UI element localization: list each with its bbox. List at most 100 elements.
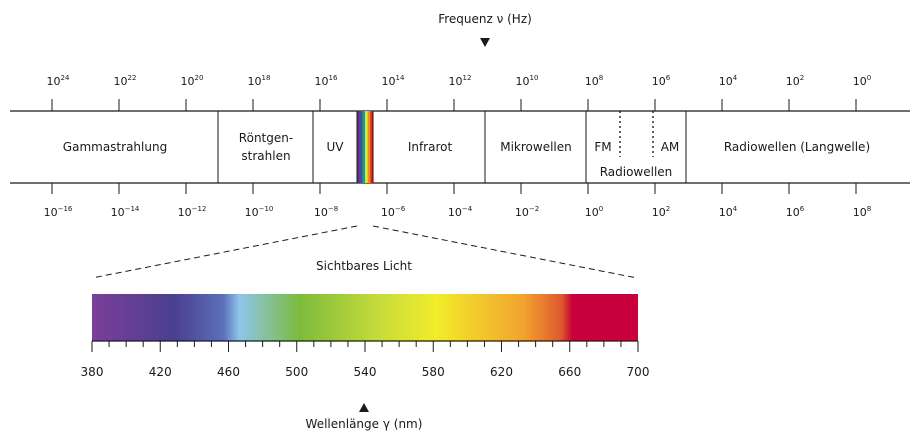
power-base: 10 <box>382 75 396 88</box>
power-exponent: 8 <box>599 74 603 82</box>
band-label-longwave: Radiowellen (Langwelle) <box>724 140 870 154</box>
frequency-tick-label: 1012 <box>449 74 472 88</box>
power-exponent: 10 <box>530 74 539 82</box>
band-label-radio: Radiowellen <box>600 165 673 179</box>
frequency-tick-label: 106 <box>652 74 671 88</box>
frequency-tick-label: 1018 <box>248 74 271 88</box>
power-base: 10 <box>315 75 329 88</box>
frequency-tick-label: 1022 <box>114 74 137 88</box>
power-base: 10 <box>44 206 58 219</box>
power-exponent: −14 <box>125 205 140 213</box>
power-exponent: −4 <box>462 205 473 213</box>
power-base: 10 <box>719 206 733 219</box>
band-label-fm: FM <box>594 140 611 154</box>
power-base: 10 <box>786 206 800 219</box>
power-exponent: 4 <box>733 205 738 213</box>
wavelength-tick-label: 10−2 <box>515 205 539 219</box>
wavelength-tick-label: 10−16 <box>44 205 73 219</box>
power-base: 10 <box>111 206 125 219</box>
power-base: 10 <box>515 206 529 219</box>
rainbow-segment <box>370 111 374 183</box>
zoom-line-left <box>91 225 358 279</box>
power-exponent: 20 <box>195 74 204 82</box>
rainbow-segment <box>367 111 371 183</box>
power-base: 10 <box>448 206 462 219</box>
visible-tick-label: 700 <box>627 365 650 379</box>
frequency-axis-label: Frequenz ν (Hz) <box>438 12 532 26</box>
frequency-tick-label: 108 <box>585 74 603 88</box>
frequency-tick-label: 100 <box>853 74 871 88</box>
power-base: 10 <box>853 206 867 219</box>
frequency-tick-label: 104 <box>719 74 738 88</box>
wavelength-tick-label: 10−12 <box>178 205 207 219</box>
power-base: 10 <box>853 75 867 88</box>
power-exponent: 4 <box>733 74 738 82</box>
frequency-ticks: 1024 1022 1020 1018 1016 1014 1012 1010 108 106 10… <box>47 74 871 111</box>
band-label-xray-2: strahlen <box>241 149 290 163</box>
power-base: 10 <box>516 75 530 88</box>
visible-ticks: 380 420 460 500 540 580 620 660 700 <box>81 341 650 379</box>
visible-tick-label: 620 <box>490 365 513 379</box>
power-exponent: −8 <box>328 205 338 213</box>
wavelength-tick-label: 104 <box>719 205 738 219</box>
power-base: 10 <box>178 206 192 219</box>
power-base: 10 <box>449 75 463 88</box>
power-exponent: 6 <box>800 205 805 213</box>
frequency-tick-label: 1020 <box>181 74 204 88</box>
power-exponent: −2 <box>529 205 539 213</box>
wavelength-tick-label: 100 <box>585 205 603 219</box>
band-label-am: AM <box>661 140 680 154</box>
visible-tick-label: 420 <box>149 365 172 379</box>
wavelength-axis-label: Wellenlänge γ (nm) <box>306 417 423 431</box>
power-exponent: 16 <box>329 74 338 82</box>
power-exponent: 6 <box>666 74 671 82</box>
power-exponent: −10 <box>259 205 274 213</box>
power-exponent: 14 <box>396 74 405 82</box>
wavelength-tick-label: 106 <box>786 205 805 219</box>
power-exponent: 12 <box>463 74 472 82</box>
visible-tick-label: 540 <box>354 365 377 379</box>
power-exponent: −16 <box>58 205 73 213</box>
band-label-xray-1: Röntgen- <box>239 131 293 145</box>
wavelength-tick-label: 10−10 <box>245 205 274 219</box>
rainbow-segment <box>359 111 363 183</box>
band-label-microwaves: Mikrowellen <box>500 140 572 154</box>
power-base: 10 <box>585 206 599 219</box>
wavelength-tick-label: 102 <box>652 205 670 219</box>
power-base: 10 <box>47 75 61 88</box>
visible-tick-label: 380 <box>81 365 104 379</box>
frequency-tick-label: 1016 <box>315 74 338 88</box>
visible-tick-label: 580 <box>422 365 445 379</box>
wavelength-tick-label: 10−8 <box>314 205 338 219</box>
frequency-tick-label: 1024 <box>47 74 70 88</box>
power-exponent: −12 <box>192 205 207 213</box>
frequency-tick-label: 102 <box>786 74 804 88</box>
frequency-tick-label: 1014 <box>382 74 405 88</box>
power-base: 10 <box>181 75 195 88</box>
wavelength-ticks: 10−16 10−14 10−12 10−10 10−8 10−6 10−4 10−2 100 1… <box>44 183 871 219</box>
wavelength-tick-label: 10−14 <box>111 205 140 219</box>
rainbow-segment <box>365 111 368 183</box>
power-exponent: 0 <box>599 205 603 213</box>
power-base: 10 <box>248 75 262 88</box>
radio-subdividers <box>619 111 654 157</box>
power-exponent: 2 <box>800 74 804 82</box>
power-base: 10 <box>652 206 666 219</box>
visible-light-title: Sichtbares Licht <box>316 259 412 273</box>
power-exponent: 0 <box>867 74 871 82</box>
power-base: 10 <box>719 75 733 88</box>
visible-spectrum-bar <box>92 294 638 341</box>
power-exponent: −6 <box>395 205 406 213</box>
visible-tick-label: 500 <box>285 365 308 379</box>
frequency-marker-icon <box>480 38 490 47</box>
power-base: 10 <box>245 206 259 219</box>
power-exponent: 18 <box>262 74 271 82</box>
zoom-lines <box>91 225 638 279</box>
wavelength-marker-icon <box>359 403 369 412</box>
visible-tick-label: 460 <box>217 365 240 379</box>
band-label-uv: UV <box>327 140 345 154</box>
frequency-tick-label: 1010 <box>516 74 539 88</box>
power-base: 10 <box>652 75 666 88</box>
zoom-line-right <box>372 225 638 279</box>
